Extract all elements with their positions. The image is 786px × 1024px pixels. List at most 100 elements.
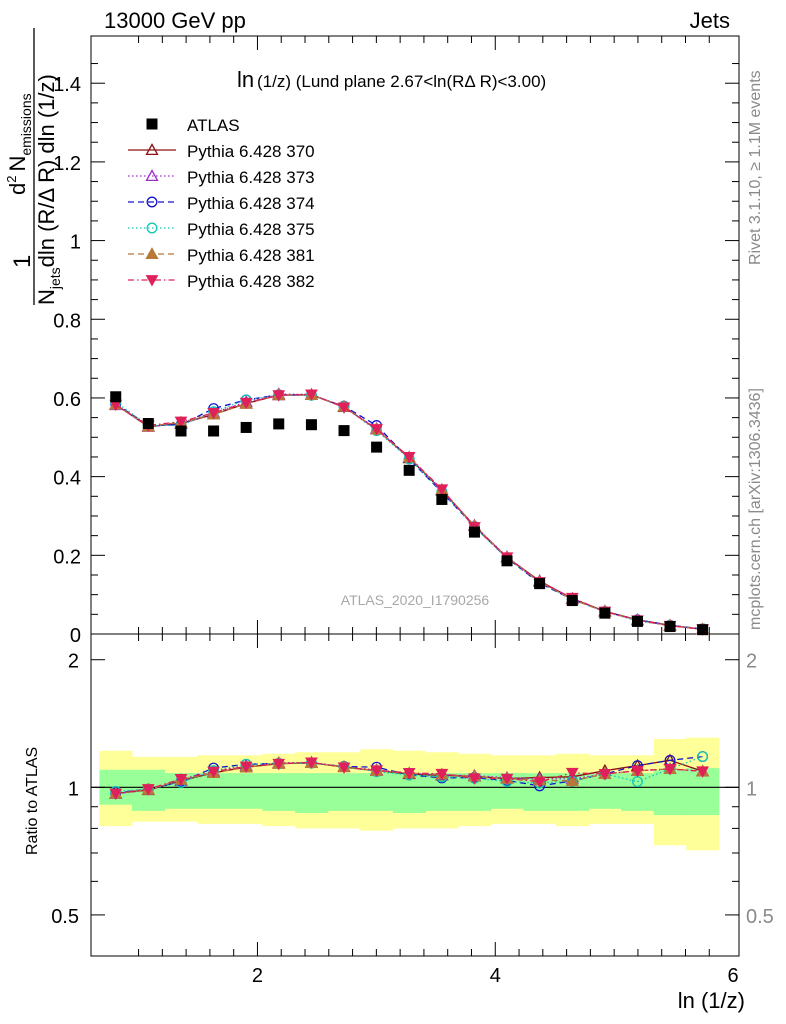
ratio-y-tick-label: 2 — [68, 651, 79, 673]
plot-title-rest: (1/z) (Lund plane 2.67<ln(RΔ R)<3.00) — [257, 72, 546, 91]
series-point-ratio — [370, 765, 383, 777]
legend: ATLAS Pythia 6.428 370 Pythia 6.428 373 Pyt… — [128, 116, 315, 291]
x-tick-label: 2 — [252, 965, 263, 987]
svg-text:Njetsdln (R/Δ R) dln (1/z): Njetsdln (R/Δ R) dln (1/z) — [34, 74, 63, 305]
y-tick-label: 0 — [70, 625, 81, 647]
analysis-watermark: ATLAS_2020_I1790256 — [341, 592, 490, 608]
band-inner-bin — [653, 769, 687, 816]
atlas-data-point — [403, 464, 415, 476]
legend-label: Pythia 6.428 381 — [187, 246, 315, 265]
series-point-ratio — [500, 773, 514, 786]
y-tick-label: 1.4 — [53, 74, 81, 96]
series-point-ratio — [598, 769, 612, 781]
series-point-ratio — [533, 776, 546, 789]
series-point-ratio — [565, 774, 579, 786]
band-inner-bin — [197, 773, 231, 809]
atlas-data-point — [208, 425, 220, 437]
legend-marker — [145, 143, 159, 156]
legend-label-atlas: ATLAS — [187, 116, 240, 135]
legend-marker — [146, 222, 158, 234]
main-y-axis-label: 1 d2Nemissions Njetsdln (R/Δ R) dln (1/z… — [4, 28, 63, 305]
ratio-y-tick-label-right: 2 — [746, 651, 757, 673]
legend-marker — [145, 169, 159, 182]
series-point-main — [272, 390, 286, 402]
series-point-ratio — [174, 774, 188, 786]
x-tick-label: 6 — [727, 965, 738, 987]
legend-label: Pythia 6.428 374 — [187, 194, 315, 213]
atlas-data-point — [534, 578, 546, 590]
ratio-y-tick-label-right: 0.5 — [746, 906, 774, 928]
series-point-main — [402, 452, 416, 464]
series-point-ratio — [305, 757, 318, 769]
x-axis-label: ln (1/z) — [678, 988, 745, 1013]
series-point-ratio — [207, 766, 220, 779]
atlas-data-point — [664, 621, 676, 633]
legend-label: Pythia 6.428 375 — [187, 220, 315, 239]
x-tick-label: 4 — [490, 965, 501, 987]
legend-label: Pythia 6.428 370 — [187, 142, 315, 161]
svg-text:d2Nemissions: d2Nemissions — [4, 93, 34, 195]
series-point-ratio — [696, 766, 709, 778]
atlas-data-point — [338, 425, 350, 437]
plot-title-main: ln — [237, 67, 254, 92]
atlas-data-point — [468, 526, 480, 538]
atlas-data-point — [631, 615, 643, 627]
atlas-data-point — [566, 595, 578, 607]
atlas-data-point — [240, 421, 252, 433]
series-point-main — [239, 397, 253, 410]
atlas-data-point — [142, 418, 154, 430]
atlas-data-point — [697, 624, 709, 636]
atlas-data-point — [501, 555, 513, 567]
series-point-ratio — [141, 784, 155, 796]
y-tick-label: 0.6 — [53, 389, 81, 411]
ratio-y-axis-label: Ratio to ATLAS — [24, 747, 41, 855]
series-point-ratio — [402, 767, 416, 780]
atlas-data-point — [436, 493, 448, 505]
svg-text:1: 1 — [9, 255, 36, 268]
series-point-ratio — [697, 751, 709, 763]
atlas-data-point — [305, 419, 317, 431]
mcplots-label: mcplots.cern.ch [arXiv:1306.3436] — [747, 388, 764, 630]
legend-label: Pythia 6.428 373 — [187, 168, 315, 187]
band-inner-bin — [229, 773, 263, 809]
band-inner-bin — [262, 773, 296, 811]
axis-ticks: 2 4 6 0 0.2 0.4 0.6 0.8 1 1.2 1.4 0.5 1 2 0.5 1 2 — [51, 36, 774, 987]
series-point-main — [435, 484, 449, 496]
atlas-data-point — [175, 425, 187, 437]
series-point-ratio — [565, 767, 579, 780]
y-tick-label: 0.2 — [53, 546, 81, 568]
series-point-main — [207, 407, 220, 420]
atlas-data-point — [273, 418, 285, 430]
series-point-ratio — [435, 768, 449, 781]
legend-marker-atlas — [146, 118, 158, 130]
y-tick-label: 0.4 — [53, 468, 81, 490]
series-point-main — [370, 424, 383, 436]
series-point-ratio — [272, 758, 286, 771]
series-point-ratio — [663, 764, 677, 776]
series-point-main — [305, 389, 318, 401]
y-tick-label: 1 — [70, 232, 81, 254]
series-point-ratio — [239, 761, 253, 773]
series-point-main — [337, 402, 351, 414]
legend-marker — [145, 275, 159, 287]
atlas-data-point — [371, 441, 383, 453]
ratio-y-tick-label-right: 1 — [746, 778, 757, 800]
y-tick-label: 0.8 — [53, 310, 81, 332]
ratio-y-tick-label: 0.5 — [51, 906, 79, 928]
series-point-main — [174, 416, 188, 429]
series-point-ratio — [109, 788, 123, 801]
series-point-ratio — [468, 773, 481, 785]
ratio-y-tick-label: 1 — [68, 778, 79, 800]
ratio-plot-frame — [90, 633, 740, 957]
rivet-label: Rivet 3.1.10, ≥ 1.1M events — [747, 70, 764, 265]
chart-series — [109, 387, 710, 801]
band-inner-bin — [295, 773, 329, 813]
band-inner-bin — [360, 773, 394, 811]
atlas-data-point — [110, 391, 122, 403]
atlas-data-point — [599, 607, 611, 619]
header-right: Jets — [690, 8, 730, 33]
legend-label: Pythia 6.428 382 — [187, 272, 315, 291]
legend-marker — [146, 196, 158, 208]
reference-series — [110, 391, 709, 636]
